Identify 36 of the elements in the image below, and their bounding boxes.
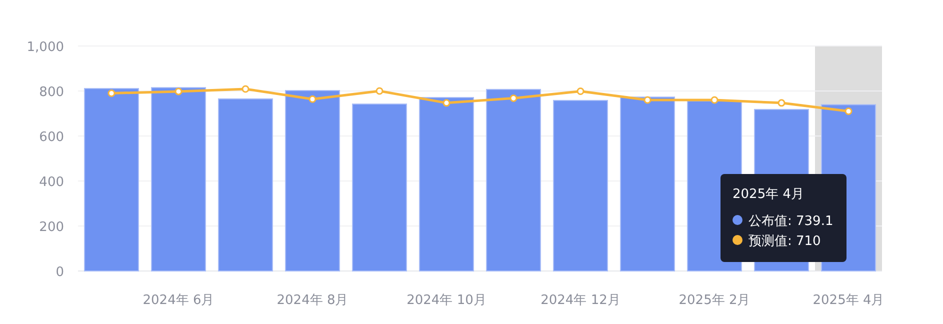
x-tick-label: 2024年 6月 bbox=[142, 293, 214, 308]
bar bbox=[419, 97, 474, 272]
point bbox=[710, 96, 718, 104]
bar bbox=[151, 87, 206, 272]
bar bbox=[553, 100, 608, 272]
annotation: 公布值: 739.1 bbox=[748, 214, 834, 229]
bar bbox=[486, 88, 541, 272]
y-tick-label: 1,000 bbox=[26, 40, 64, 55]
point bbox=[242, 85, 250, 93]
annotation: 2025年 4月 bbox=[732, 187, 804, 202]
x-tick-label: 2024年 10月 bbox=[406, 293, 486, 308]
y-tick-label: 0 bbox=[56, 265, 64, 280]
y-tick-label: 600 bbox=[39, 130, 64, 145]
x-tick-label: 2025年 2月 bbox=[678, 293, 750, 308]
x-tick-label: 2024年 8月 bbox=[276, 293, 348, 308]
y-tick-label: 800 bbox=[39, 85, 64, 100]
point bbox=[376, 87, 384, 95]
point bbox=[108, 90, 116, 97]
point bbox=[778, 99, 786, 107]
point bbox=[510, 94, 518, 102]
x-tick-label: 2025年 4月 bbox=[812, 293, 884, 308]
x-tick-label: 2024年 12月 bbox=[540, 293, 620, 308]
bar bbox=[84, 88, 139, 272]
bar bbox=[352, 104, 407, 272]
point bbox=[442, 99, 450, 107]
point bbox=[576, 87, 584, 95]
point bbox=[844, 108, 852, 115]
bar bbox=[218, 98, 273, 272]
y-tick-label: 200 bbox=[39, 220, 64, 235]
y-tick-label: 400 bbox=[39, 175, 64, 190]
bar bbox=[285, 90, 340, 272]
bar bbox=[620, 96, 675, 272]
point bbox=[308, 95, 316, 103]
point bbox=[174, 88, 182, 96]
point bbox=[644, 96, 652, 104]
annotation: 预测值: 710 bbox=[748, 234, 821, 249]
